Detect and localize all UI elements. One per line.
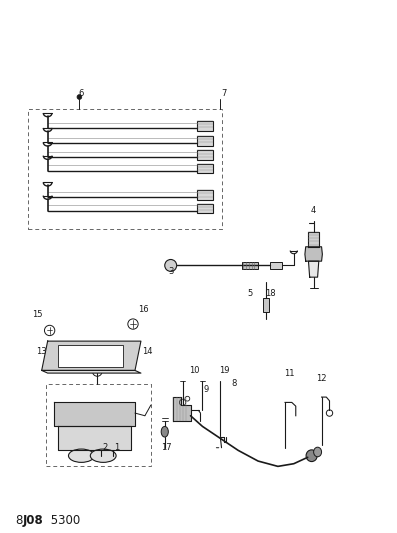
Ellipse shape — [68, 449, 94, 462]
Text: 12: 12 — [316, 374, 327, 383]
Text: 1: 1 — [114, 443, 120, 452]
Bar — [28, 109, 222, 229]
Text: 9: 9 — [204, 385, 209, 393]
Text: 15: 15 — [33, 310, 43, 319]
Ellipse shape — [314, 447, 322, 457]
Text: 17: 17 — [162, 443, 172, 452]
Text: J08: J08 — [23, 514, 44, 527]
Text: 10: 10 — [189, 366, 200, 375]
Text: 3: 3 — [168, 268, 173, 276]
Bar — [263, 298, 269, 312]
Text: 7: 7 — [222, 89, 227, 98]
Polygon shape — [173, 397, 191, 421]
Bar — [197, 164, 213, 173]
Polygon shape — [308, 232, 319, 247]
Ellipse shape — [90, 449, 116, 462]
Bar — [197, 204, 213, 213]
Bar — [197, 150, 213, 160]
Bar — [242, 262, 258, 269]
Text: 8: 8 — [231, 379, 237, 388]
Polygon shape — [308, 261, 319, 277]
Text: 18: 18 — [265, 289, 275, 297]
Bar — [46, 384, 151, 466]
Bar — [197, 136, 213, 146]
Text: 19: 19 — [219, 366, 229, 375]
Polygon shape — [42, 341, 141, 370]
Text: 16: 16 — [138, 305, 148, 313]
Text: 4: 4 — [311, 206, 316, 215]
Text: 6: 6 — [79, 89, 84, 98]
Text: 5: 5 — [247, 289, 253, 297]
Bar — [197, 190, 213, 200]
Bar — [270, 262, 282, 269]
Text: 5300: 5300 — [47, 514, 80, 527]
Bar — [58, 345, 123, 367]
Polygon shape — [58, 426, 131, 450]
Polygon shape — [42, 370, 141, 373]
Polygon shape — [305, 247, 322, 261]
Circle shape — [77, 95, 82, 99]
Text: 11: 11 — [285, 369, 295, 377]
Text: 8: 8 — [16, 514, 27, 527]
Circle shape — [165, 260, 177, 271]
Bar — [197, 121, 213, 131]
Ellipse shape — [306, 450, 317, 462]
Ellipse shape — [161, 426, 168, 437]
Text: 2: 2 — [102, 443, 108, 452]
Text: 14: 14 — [142, 348, 152, 356]
Text: 13: 13 — [37, 348, 47, 356]
Polygon shape — [54, 402, 135, 426]
